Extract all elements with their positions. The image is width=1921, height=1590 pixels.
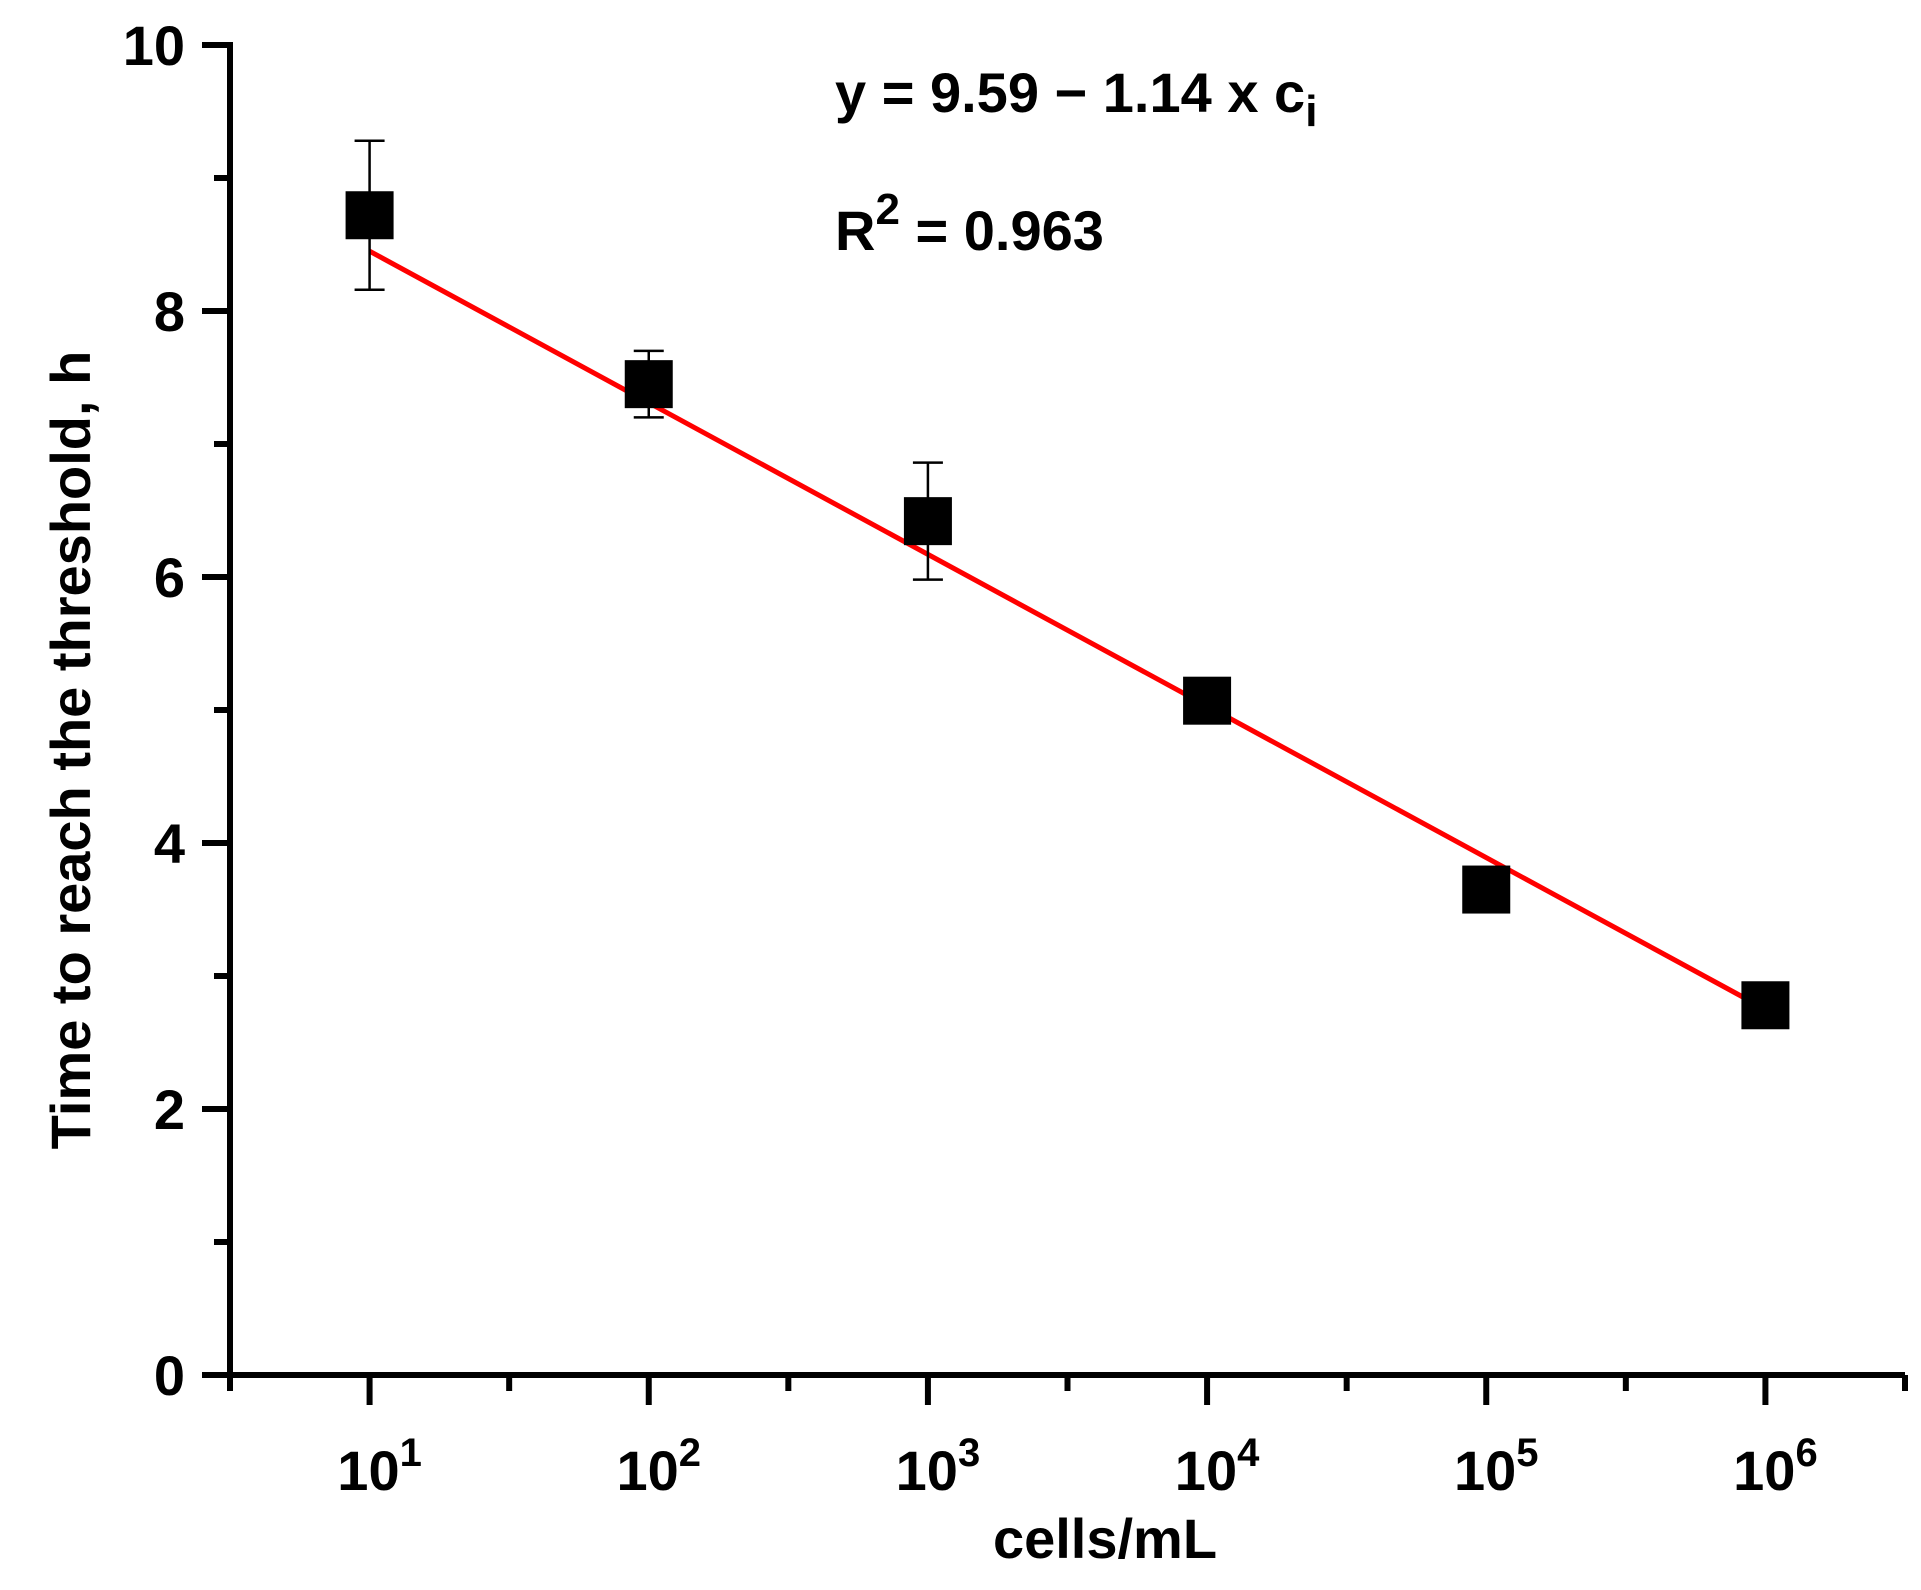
- x-tick-label: 106: [1733, 1431, 1818, 1502]
- x-tick-exponent: 1: [400, 1431, 422, 1475]
- y-tick-label: 4: [154, 812, 185, 875]
- x-tick-label: 105: [1454, 1431, 1539, 1502]
- y-ticks: 0 2 4 6 8 10: [123, 14, 230, 1407]
- x-tick-label: 101: [337, 1431, 422, 1502]
- data-points: [345, 139, 1790, 1030]
- x-tick-base: 10: [1454, 1439, 1516, 1502]
- y-tick-label: 6: [154, 546, 185, 609]
- r-squared-superscript: 2: [875, 185, 899, 234]
- y-axis-title: Time to reach the threshold, h: [39, 351, 102, 1150]
- data-point: [1741, 981, 1790, 1030]
- x-tick-label: 103: [896, 1431, 981, 1502]
- x-tick-exponent: 6: [1795, 1431, 1817, 1475]
- x-tick-base: 10: [896, 1439, 958, 1502]
- y-tick-label: 0: [154, 1344, 185, 1407]
- x-tick-exponent: 5: [1516, 1431, 1538, 1475]
- y-tick-label: 8: [154, 280, 185, 343]
- y-tick-label: 10: [123, 14, 185, 77]
- data-point: [1462, 865, 1511, 914]
- x-tick-label: 102: [616, 1431, 701, 1502]
- fit-line-group: [368, 248, 1767, 1012]
- x-tick-label: 104: [1175, 1431, 1260, 1502]
- x-tick-exponent: 3: [958, 1431, 980, 1475]
- x-tick-base: 10: [1175, 1439, 1237, 1502]
- x-tick-exponent: 4: [1237, 1431, 1260, 1475]
- y-tick-label: 2: [154, 1078, 185, 1141]
- x-tick-base: 10: [616, 1439, 678, 1502]
- x-tick-exponent: 2: [679, 1431, 701, 1475]
- x-tick-base: 10: [337, 1439, 399, 1502]
- r-squared: R2 = 0.963: [835, 185, 1104, 262]
- fit-equation: y = 9.59 − 1.14 x ci: [835, 61, 1317, 136]
- fit-equation-main: y = 9.59 − 1.14 x c: [835, 61, 1305, 124]
- fit-equation-subscript: i: [1305, 87, 1317, 136]
- fit-line: [368, 248, 1767, 1012]
- r-squared-value: = 0.963: [900, 199, 1104, 262]
- r-squared-label: R: [835, 199, 875, 262]
- data-point: [624, 360, 673, 409]
- x-tick-base: 10: [1733, 1439, 1795, 1502]
- data-point: [345, 191, 394, 240]
- data-point: [1183, 676, 1232, 725]
- x-ticks: 101 102 103 104 105 106: [227, 1375, 1908, 1502]
- x-axis-title: cells/mL: [993, 1507, 1217, 1570]
- data-point: [903, 497, 952, 546]
